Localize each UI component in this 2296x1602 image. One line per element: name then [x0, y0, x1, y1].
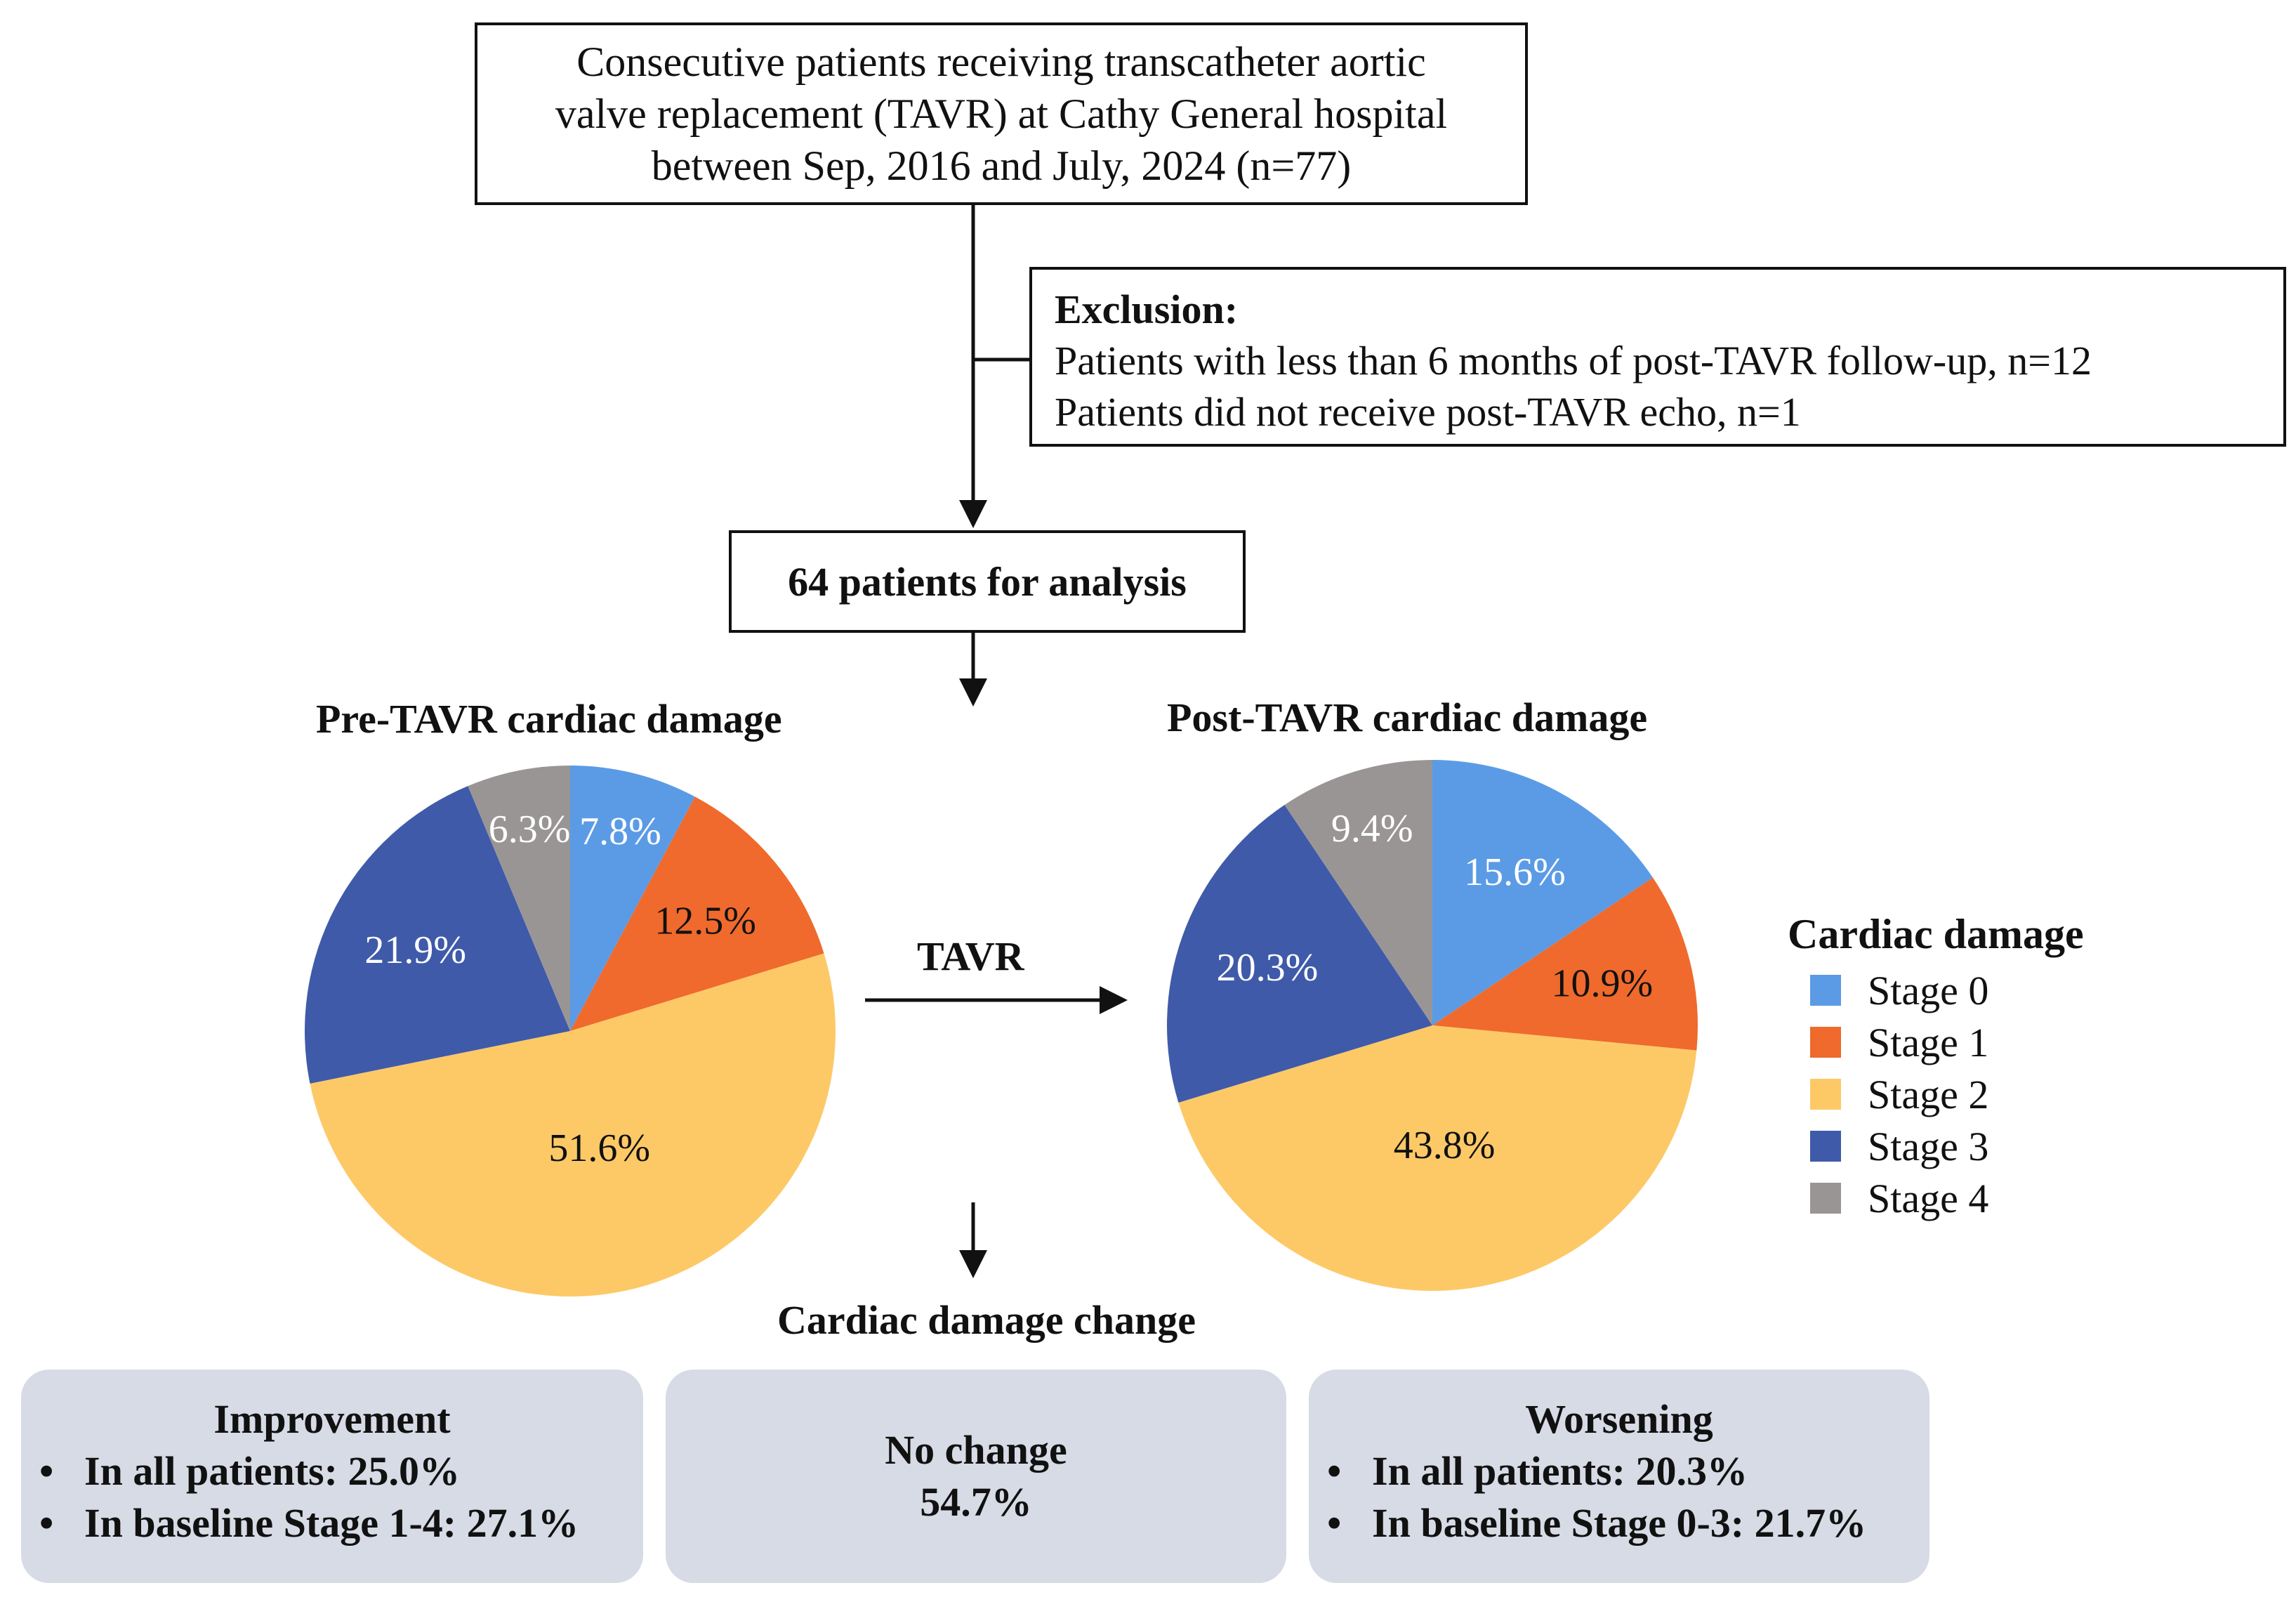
pre-tavr-label-stage-1: 12.5% — [654, 899, 756, 943]
post-tavr-label-stage-3: 20.3% — [1217, 946, 1319, 990]
pre-tavr-label-stage-4: 6.3% — [489, 808, 571, 851]
post-tavr-slice-stage-2 — [1178, 1025, 1697, 1292]
exclusion-line: Patients did not receive post-TAVR echo,… — [1055, 389, 1801, 435]
analysis-label: 64 patients for analysis — [788, 558, 1187, 605]
cohort-line: valve replacement (TAVR) at Cathy Genera… — [555, 91, 1448, 137]
worsening-panel: Worsening In all patients: 20.3% In base… — [1309, 1370, 1929, 1583]
no-change-value: 54.7% — [920, 1479, 1032, 1525]
pre-tavr-label-stage-0: 7.8% — [579, 810, 661, 853]
post-tavr-label-stage-1: 10.9% — [1552, 962, 1654, 1006]
improvement-title: Improvement — [213, 1396, 451, 1442]
cardiac-damage-change-title: Cardiac damage change — [777, 1297, 1196, 1343]
cohort-line: between Sep, 2016 and July, 2024 (n=77) — [651, 143, 1352, 189]
pre-tavr-label-stage-2: 51.6% — [548, 1127, 650, 1170]
post-tavr-label-stage-0: 15.6% — [1464, 851, 1566, 894]
pre-tavr-slice-stage-2 — [310, 953, 836, 1296]
pre-tavr-slice-stage-1 — [570, 796, 824, 1031]
no-change-title: No change — [885, 1427, 1067, 1473]
post-tavr-label-stage-4: 9.4% — [1331, 807, 1413, 851]
pre-tavr-slice-stage-4 — [468, 766, 570, 1031]
cohort-box: Consecutive patients receiving transcath… — [475, 22, 1528, 205]
legend-label: Stage 1 — [1868, 1019, 1989, 1065]
legend-swatch — [1810, 1079, 1841, 1110]
legend-label: Stage 0 — [1868, 967, 1989, 1013]
improvement-list: In all patients: 25.0% In baseline Stage… — [21, 1445, 643, 1549]
post-tavr-slice-stage-3 — [1167, 805, 1432, 1103]
legend-swatch — [1810, 1027, 1841, 1058]
tavr-label: TAVR — [917, 933, 1024, 979]
improvement-bullet: In all patients: 25.0% — [39, 1445, 643, 1497]
no-change-panel: No change 54.7% — [666, 1370, 1286, 1583]
legend-swatch — [1810, 1183, 1841, 1214]
pre-tavr-slice-stage-0 — [570, 766, 695, 1031]
legend-label: Stage 2 — [1868, 1071, 1989, 1117]
exclusion-line: Patients with less than 6 months of post… — [1055, 338, 2092, 383]
legend-item-stage-3: Stage 3 — [1788, 1120, 2084, 1172]
analysis-box: 64 patients for analysis — [729, 530, 1246, 633]
post-tavr-slice-stage-0 — [1432, 760, 1653, 1025]
worsening-bullet: In all patients: 20.3% — [1327, 1445, 1929, 1497]
improvement-bullet: In baseline Stage 1-4: 27.1% — [39, 1497, 643, 1549]
legend-swatch — [1810, 975, 1841, 1006]
worsening-bullet: In baseline Stage 0-3: 21.7% — [1327, 1497, 1929, 1549]
worsening-title: Worsening — [1525, 1396, 1713, 1442]
legend-label: Stage 4 — [1868, 1175, 1989, 1221]
legend-item-stage-0: Stage 0 — [1788, 964, 2084, 1016]
pre-tavr-label-stage-3: 21.9% — [364, 928, 466, 972]
legend-item-stage-1: Stage 1 — [1788, 1016, 2084, 1068]
legend: Cardiac damage Stage 0 Stage 1 Stage 2 S… — [1788, 910, 2084, 1224]
post-tavr-label-stage-2: 43.8% — [1394, 1124, 1496, 1167]
improvement-panel: Improvement In all patients: 25.0% In ba… — [21, 1370, 643, 1583]
pre-tavr-slice-stage-3 — [305, 786, 570, 1084]
post-tavr-slice-stage-4 — [1284, 760, 1432, 1025]
post-tavr-chart-title: Post-TAVR cardiac damage — [1167, 695, 1648, 740]
legend-item-stage-2: Stage 2 — [1788, 1068, 2084, 1120]
legend-label: Stage 3 — [1868, 1123, 1989, 1169]
legend-title: Cardiac damage — [1788, 911, 2084, 957]
post-tavr-slice-stage-1 — [1432, 877, 1698, 1051]
exclusion-title: Exclusion: — [1055, 287, 1239, 332]
worsening-list: In all patients: 20.3% In baseline Stage… — [1309, 1445, 1929, 1549]
exclusion-box: Exclusion: Patients with less than 6 mon… — [1029, 267, 2286, 447]
cohort-line: Consecutive patients receiving transcath… — [576, 39, 1426, 85]
legend-swatch — [1810, 1131, 1841, 1162]
legend-item-stage-4: Stage 4 — [1788, 1172, 2084, 1224]
pre-tavr-chart-title: Pre-TAVR cardiac damage — [316, 696, 782, 742]
